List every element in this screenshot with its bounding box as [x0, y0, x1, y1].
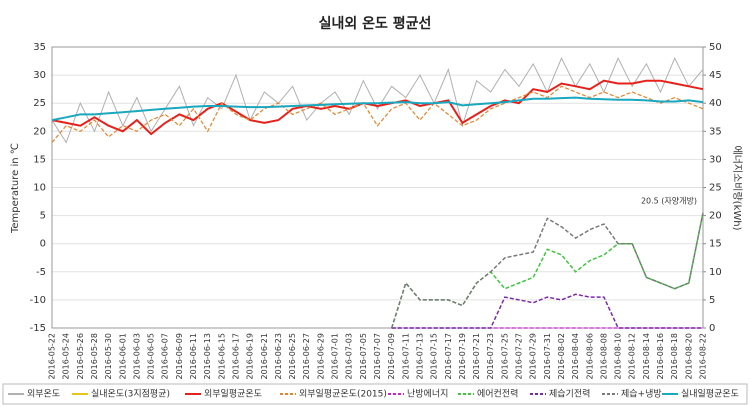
x-tick-label: 2016-05-26 [76, 333, 85, 380]
x-tick-label: 2016-07-01 [331, 333, 340, 380]
x-tick-label: 2016-06-23 [274, 333, 283, 380]
x-tick-label: 2016-07-05 [359, 333, 368, 380]
x-tick-label: 2016-06-13 [203, 333, 212, 380]
series-line [51, 85, 704, 143]
y2-tick-label: 5 [709, 295, 715, 306]
annotation: 20.5 (자양개방) [641, 195, 697, 205]
x-tick-label: 2016-06-19 [246, 333, 255, 380]
y2-tick-label: 30 [709, 154, 722, 165]
x-tick-label: 2016-07-31 [543, 333, 552, 380]
legend-label: 실내온도(3지점평균) [91, 388, 170, 400]
legend-box [2, 383, 748, 405]
y2-tick-label: 45 [709, 70, 722, 81]
chart-title: 실내외 온도 평균선 [319, 15, 432, 32]
x-tick-label: 2016-05-30 [104, 333, 113, 380]
y-tick-label: 35 [33, 42, 46, 53]
x-tick-label: 2016-05-22 [48, 333, 57, 380]
y2-tick-label: 20 [709, 211, 722, 222]
x-tick-label: 2016-06-27 [302, 333, 311, 380]
y2-tick-label: 15 [709, 239, 722, 250]
legend-label: 외부일평균온도 [204, 388, 262, 400]
y-tick-label: -5 [36, 267, 46, 278]
x-tick-label: 2016-06-07 [161, 333, 170, 380]
x-tick-label: 2016-07-17 [444, 333, 453, 380]
series-line [51, 79, 704, 136]
x-tick-label: 2016-07-07 [373, 333, 382, 380]
y2-tick-label: 35 [709, 126, 722, 137]
x-tick-label: 2016-07-13 [415, 333, 424, 380]
x-tick-label: 2016-08-06 [585, 333, 594, 380]
y2-tick-label: 40 [709, 98, 722, 109]
series-line [390, 212, 704, 329]
y2-axis-title: 에너지소비량(kWh) [731, 145, 743, 230]
x-tick-label: 2016-06-05 [147, 333, 156, 380]
x-tick-label: 2016-05-28 [90, 333, 99, 380]
x-tick-label: 2016-07-03 [345, 333, 354, 380]
x-tick-label: 2016-08-04 [571, 333, 580, 380]
x-tick-label: 2016-08-10 [614, 333, 623, 380]
y-tick-label: 5 [40, 211, 46, 222]
y-tick-label: 20 [33, 126, 46, 137]
x-tick-label: 2016-07-11 [401, 333, 410, 380]
x-tick-label: 2016-06-03 [132, 333, 141, 380]
series-line [391, 293, 703, 329]
x-tick-label: 2016-07-21 [472, 333, 481, 380]
x-tick-label: 2016-07-23 [486, 333, 495, 380]
legend-label: 실내일평균온도 [681, 389, 739, 400]
x-tick-label: 2016-07-27 [515, 333, 524, 380]
x-tick-label: 2016-06-11 [189, 333, 198, 380]
series-line [51, 96, 704, 122]
x-tick-label: 2016-08-20 [684, 333, 693, 380]
legend-label: 제습+냉방 [621, 389, 662, 400]
plot-frame [51, 46, 704, 329]
y2-tick-label: 50 [709, 42, 722, 53]
x-tick-label: 2016-06-29 [316, 333, 325, 380]
y-axis-title: Temperature in ℃ [10, 143, 21, 234]
legend-label: 에어컨전력 [477, 388, 518, 400]
y2-tick-label: 25 [709, 183, 722, 194]
x-tick-label: 2016-08-08 [599, 333, 608, 380]
y-tick-label: 30 [33, 70, 46, 81]
series-line [390, 212, 704, 329]
x-tick-label: 2016-08-02 [557, 333, 566, 380]
x-tick-label: 2016-08-22 [699, 333, 708, 380]
x-tick-label: 2016-06-17 [231, 333, 240, 380]
x-tick-label: 2016-08-14 [642, 333, 651, 380]
x-tick-label: 2016-06-09 [175, 333, 184, 380]
y-tick-label: 25 [33, 98, 46, 109]
y-tick-label: -10 [30, 295, 46, 306]
legend-label: 외부온도 [27, 388, 60, 400]
y-tick-label: 10 [33, 183, 46, 194]
x-tick-label: 2016-06-25 [288, 333, 297, 380]
x-tick-label: 2016-07-19 [458, 333, 467, 380]
x-tick-label: 2016-05-24 [62, 333, 71, 380]
x-tick-label: 2016-08-12 [628, 333, 637, 380]
y2-tick-label: 10 [709, 267, 722, 278]
x-tick-label: 2016-07-25 [500, 333, 509, 380]
x-tick-label: 2016-06-15 [217, 333, 226, 380]
legend-label: 제습기전력 [549, 388, 590, 400]
x-tick-label: 2016-07-29 [529, 333, 538, 380]
y-tick-label: 0 [40, 239, 46, 250]
legend-label: 난방에너지 [407, 389, 448, 400]
x-tick-label: 2016-08-16 [656, 333, 665, 380]
y-tick-label: -15 [30, 323, 46, 334]
x-tick-label: 2016-07-15 [430, 333, 439, 380]
x-tick-label: 2016-08-18 [670, 333, 679, 380]
x-tick-label: 2016-06-21 [260, 333, 269, 380]
x-tick-label: 2016-06-01 [118, 333, 127, 380]
x-tick-label: 2016-07-09 [387, 333, 396, 380]
legend-label: 외부일평균온도(2015) [299, 388, 387, 400]
y2-tick-label: 0 [709, 323, 715, 334]
y-tick-label: 15 [33, 154, 46, 165]
